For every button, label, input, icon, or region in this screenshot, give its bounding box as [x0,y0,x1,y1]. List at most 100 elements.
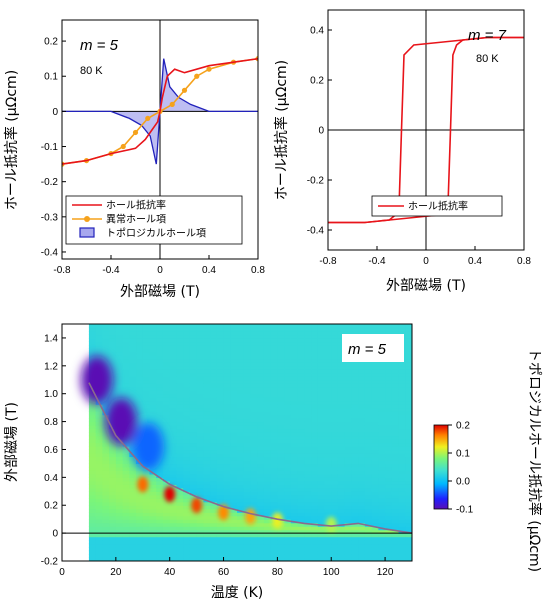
heatmap-cell [95,456,103,461]
x-tick-label: 20 [110,567,122,578]
heatmap-cell [378,522,386,527]
heatmap-cell [351,543,359,548]
heatmap-cell [183,400,191,405]
heatmap-cell [129,550,137,555]
heatmap-cell [196,477,204,482]
heatmap-cell [324,369,332,374]
heatmap-cell [169,466,178,471]
heatmap-cell [324,324,332,329]
heatmap-cell [250,522,258,527]
heatmap-cell [270,508,278,513]
heatmap-cell [169,362,178,367]
heatmap-cell [122,494,130,499]
heatmap-cell [156,425,164,430]
heatmap-cell [216,498,225,503]
heatmap-cell [183,466,191,471]
heatmap-cell [344,501,353,506]
heatmap-cell [196,442,204,447]
heatmap-cell [230,543,238,548]
heatmap-cell [237,362,245,367]
heatmap-cell [270,473,278,478]
heatmap-cell [230,404,238,409]
heatmap-cell [237,480,245,485]
heatmap-cell [263,324,272,329]
heatmap-cell [95,466,103,471]
heatmap-cell [297,501,305,506]
heatmap-cell [358,418,366,423]
heatmap-cell [243,407,252,412]
heatmap-cell [162,526,171,531]
heatmap-cell [351,411,359,416]
heatmap-cell [237,400,245,405]
heatmap-cell [142,411,151,416]
heatmap-cell [156,557,164,561]
heatmap-cell [337,393,346,398]
heatmap-cell [337,344,346,349]
heatmap-cell [270,341,278,346]
heatmap-cell [371,550,379,555]
heatmap-cell [304,355,312,360]
heatmap-cell [324,480,332,485]
heatmap-cell [149,487,157,492]
heatmap-cell [405,397,412,402]
heatmap-cell [257,515,265,520]
heatmap-cell [243,501,252,506]
heatmap-cell [156,501,164,506]
heatmap-cell [243,557,252,561]
heatmap-cell [250,445,258,451]
heatmap-cell [405,362,412,367]
heatmap-cell [324,445,332,451]
heatmap-cell [311,425,319,430]
heatmap-cell [385,484,393,489]
heatmap-cell [297,344,305,349]
heatmap-cell [317,390,326,395]
heatmap-cell [136,411,144,416]
heatmap-cell [284,435,292,440]
heatmap-cell [405,337,412,343]
heatmap-cell [290,358,299,363]
heatmap-cell [284,494,292,499]
heatmap-cell [129,348,137,353]
heatmap-cell [95,512,103,517]
heatmap-cell [203,477,211,482]
heatmap-cell [149,324,157,329]
heatmap-cell [391,473,400,478]
heatmap-cell [405,324,412,329]
heatmap-cell [297,400,305,405]
heatmap-cell [210,411,218,416]
heatmap-cell [122,508,130,513]
heatmap-cell [378,369,386,374]
heatmap-cell [183,456,191,461]
heatmap-cell [162,341,171,346]
heatmap-cell [257,351,265,356]
heatmap-cell [129,477,137,482]
heatmap-cell [196,379,204,384]
heatmap-cell [304,327,312,332]
heatmap-cell [176,442,184,447]
heatmap-cell [169,547,178,552]
heatmap-cell [129,372,137,377]
heatmap-cell [290,330,299,336]
heatmap-cell [270,456,278,461]
heatmap-cell [270,418,278,423]
heatmap-cell [405,463,412,468]
heatmap-cell [257,533,265,538]
heatmap-cell [176,337,184,343]
heatmap-cell [405,526,412,531]
heatmap-cell [398,557,406,561]
heatmap-cell [210,404,218,409]
heatmap-cell [95,407,103,412]
heatmap-cell [290,536,299,541]
heatmap-cell [102,487,110,492]
heatmap-cell [405,491,412,496]
heatmap-cell [189,411,198,416]
heatmap-cell [230,369,238,374]
heatmap-cell [115,445,124,451]
heatmap-cell [344,442,353,447]
heatmap-cell [364,547,373,552]
heatmap-cell [189,484,198,489]
heatmap-cell [129,355,137,360]
heatmap-cell [230,526,238,531]
colorbar-tick-label: 0.1 [456,449,470,460]
heatmap-cell [156,404,164,409]
